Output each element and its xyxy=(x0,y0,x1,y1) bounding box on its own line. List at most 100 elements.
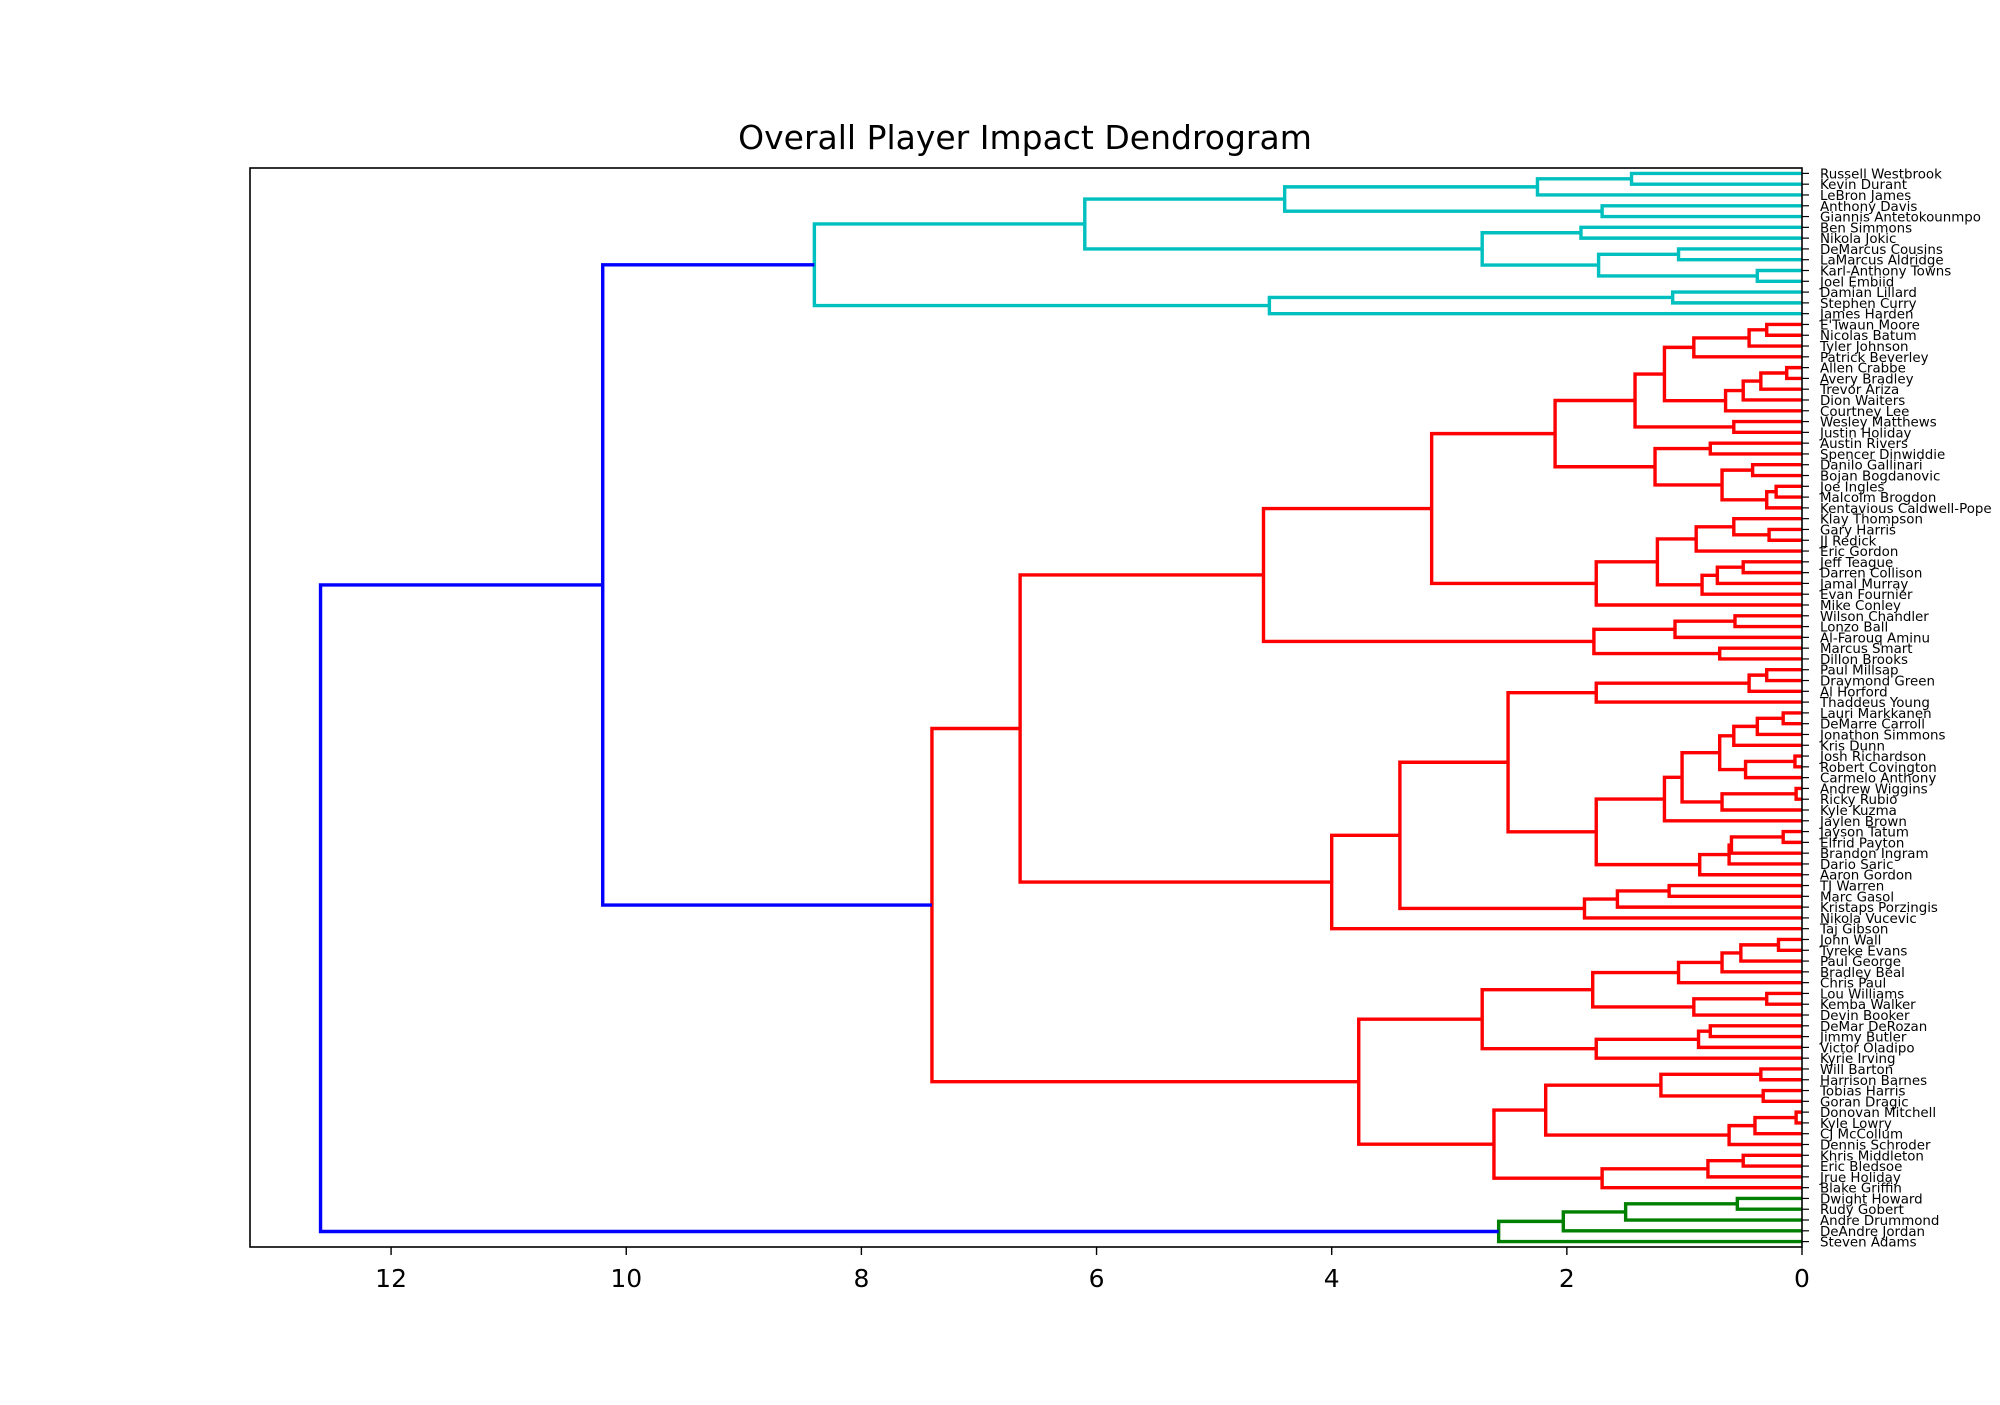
leaf-label: Kyrie Irving xyxy=(1820,1052,1896,1067)
leaf-label: Tyler Johnson xyxy=(1819,340,1909,355)
leaf-label: Harrison Barnes xyxy=(1820,1074,1927,1089)
dendrogram-link xyxy=(812,222,1270,308)
dendrogram-link xyxy=(1673,619,1802,640)
leaf-label: JJ Redick xyxy=(1819,534,1877,549)
leaf-label: Jamal Murray xyxy=(1819,577,1908,592)
leaf-label: Rudy Gobert xyxy=(1820,1203,1904,1218)
leaf-label: Andrew Wiggins xyxy=(1820,782,1928,797)
leaf-label: Austin Rivers xyxy=(1820,437,1908,452)
leaf-label: Joel Embiid xyxy=(1819,275,1894,290)
leaf-label: Blake Griffin xyxy=(1820,1182,1902,1197)
dendrogram-link xyxy=(1774,484,1802,499)
dendrogram-link xyxy=(1776,937,1802,952)
dendrogram-link xyxy=(1615,889,1802,909)
dendrogram-link xyxy=(1759,1067,1802,1082)
leaf-label: Nikola Jokic xyxy=(1820,232,1896,247)
leaf-label: Justin Holiday xyxy=(1819,426,1912,441)
leaf-label: Eric Gordon xyxy=(1820,545,1898,560)
leaf-label: Paul George xyxy=(1820,955,1901,970)
leaf-label: Ben Simmons xyxy=(1820,221,1912,236)
leaf-label: Al-Farouq Aminu xyxy=(1820,631,1930,646)
leaf-label: Tobias Harris xyxy=(1819,1085,1906,1100)
dendrogram-link xyxy=(1720,951,1802,974)
dendrogram-link xyxy=(1765,490,1802,510)
dendrogram-link xyxy=(1729,835,1802,855)
leaf-label: James Harden xyxy=(1819,308,1913,323)
leaf-label: Courtney Lee xyxy=(1820,405,1909,420)
dendrogram-link xyxy=(1755,716,1802,737)
dendrogram-link xyxy=(1759,371,1802,391)
leaf-label: Kris Dunn xyxy=(1820,739,1885,754)
leaf-label: Kentavious Caldwell-Pope xyxy=(1820,502,1992,517)
dendrogram-link xyxy=(1698,852,1802,877)
dendrogram-link xyxy=(1282,185,1603,213)
leaf-label: Elfrid Payton xyxy=(1820,836,1904,851)
dendrogram-link xyxy=(1785,365,1802,381)
leaf-label: Bojan Bogdanovic xyxy=(1820,470,1940,485)
dendrogram-link xyxy=(1793,754,1802,769)
leaf-label: Paul Millsap xyxy=(1820,664,1899,679)
dendrogram-link xyxy=(1667,883,1802,899)
leaf-label: Lou Williams xyxy=(1820,987,1904,1002)
leaf-label: Chris Paul xyxy=(1820,977,1886,992)
dendrogram-link xyxy=(1781,711,1802,726)
leaf-label: Jaylen Brown xyxy=(1819,815,1907,830)
dendrogram-link xyxy=(1629,171,1802,186)
dendrogram-link xyxy=(1718,646,1802,661)
dendrogram-link xyxy=(1543,1083,1730,1137)
dendrogram-link xyxy=(1357,1017,1494,1146)
leaf-label: Mike Conley xyxy=(1820,599,1901,614)
dendrogram-link xyxy=(1267,295,1802,316)
dendrogram-link xyxy=(1765,991,1802,1006)
dendrogram-link xyxy=(1706,1158,1802,1179)
leaf-label: Kyle Lowry xyxy=(1820,1117,1892,1132)
dendrogram-link xyxy=(1715,565,1802,586)
leaf-label: Avery Bradley xyxy=(1820,372,1914,387)
dendrogram-link xyxy=(1718,734,1746,772)
dendrogram-link xyxy=(1741,560,1802,575)
x-tick-label: 12 xyxy=(375,1264,407,1293)
leaf-label: Jeff Teague xyxy=(1819,556,1893,571)
dendrogram-link xyxy=(930,726,1359,1084)
leaf-label: Jayson Tatum xyxy=(1819,826,1909,841)
dendrogram-link xyxy=(1761,1088,1802,1104)
leaf-label: Donovan Mitchell xyxy=(1820,1106,1936,1121)
leaf-label: Anthony Davis xyxy=(1820,200,1917,215)
dendrogram-link xyxy=(1591,970,1694,1009)
dendrogram-link xyxy=(1781,829,1802,845)
leaf-label: DeMarcus Cousins xyxy=(1820,243,1943,258)
leaf-label: Patrick Beverley xyxy=(1820,351,1929,366)
leaf-label: Giannis Antetokounmpo xyxy=(1820,211,1981,226)
leaf-label: DeMarre Carroll xyxy=(1820,718,1925,733)
leaf-label: DeMar DeRozan xyxy=(1820,1020,1927,1035)
dendrogram-link xyxy=(1662,345,1726,403)
leaf-label: Kevin Durant xyxy=(1820,178,1907,193)
x-tick-label: 4 xyxy=(1324,1264,1340,1293)
dendrogram-link xyxy=(1600,204,1802,219)
leaf-label: Brandon Ingram xyxy=(1820,847,1929,862)
dendrogram-link xyxy=(1594,797,1700,867)
dendrogram-link xyxy=(1794,786,1802,801)
dendrogram-link xyxy=(1696,1029,1802,1050)
dendrogram-link xyxy=(1398,760,1585,911)
dendrogram-link xyxy=(1720,792,1802,812)
dendrogram-link xyxy=(1741,1153,1802,1168)
leaf-label: Al Horford xyxy=(1820,685,1888,700)
leaf-label: Victor Oladipo xyxy=(1820,1041,1915,1056)
leaf-label: Jimmy Butler xyxy=(1819,1031,1907,1046)
leaf-label: Devin Booker xyxy=(1820,1009,1910,1024)
dendrogram-link xyxy=(1670,290,1802,305)
dendrogram-link xyxy=(1794,1110,1802,1125)
leaf-label: Dwight Howard xyxy=(1820,1192,1923,1207)
dendrogram-link xyxy=(1261,506,1594,644)
leaf-label: Kristaps Porzingis xyxy=(1820,901,1938,916)
leaf-label: Steven Adams xyxy=(1820,1236,1917,1251)
leaf-label: Joe Ingles xyxy=(1819,480,1885,495)
leaf-label: Spencer Dinwiddie xyxy=(1820,448,1945,463)
dendrogram-link xyxy=(1553,398,1656,469)
x-tick-label: 6 xyxy=(1089,1264,1105,1293)
dendrogram-link xyxy=(1733,614,1802,629)
